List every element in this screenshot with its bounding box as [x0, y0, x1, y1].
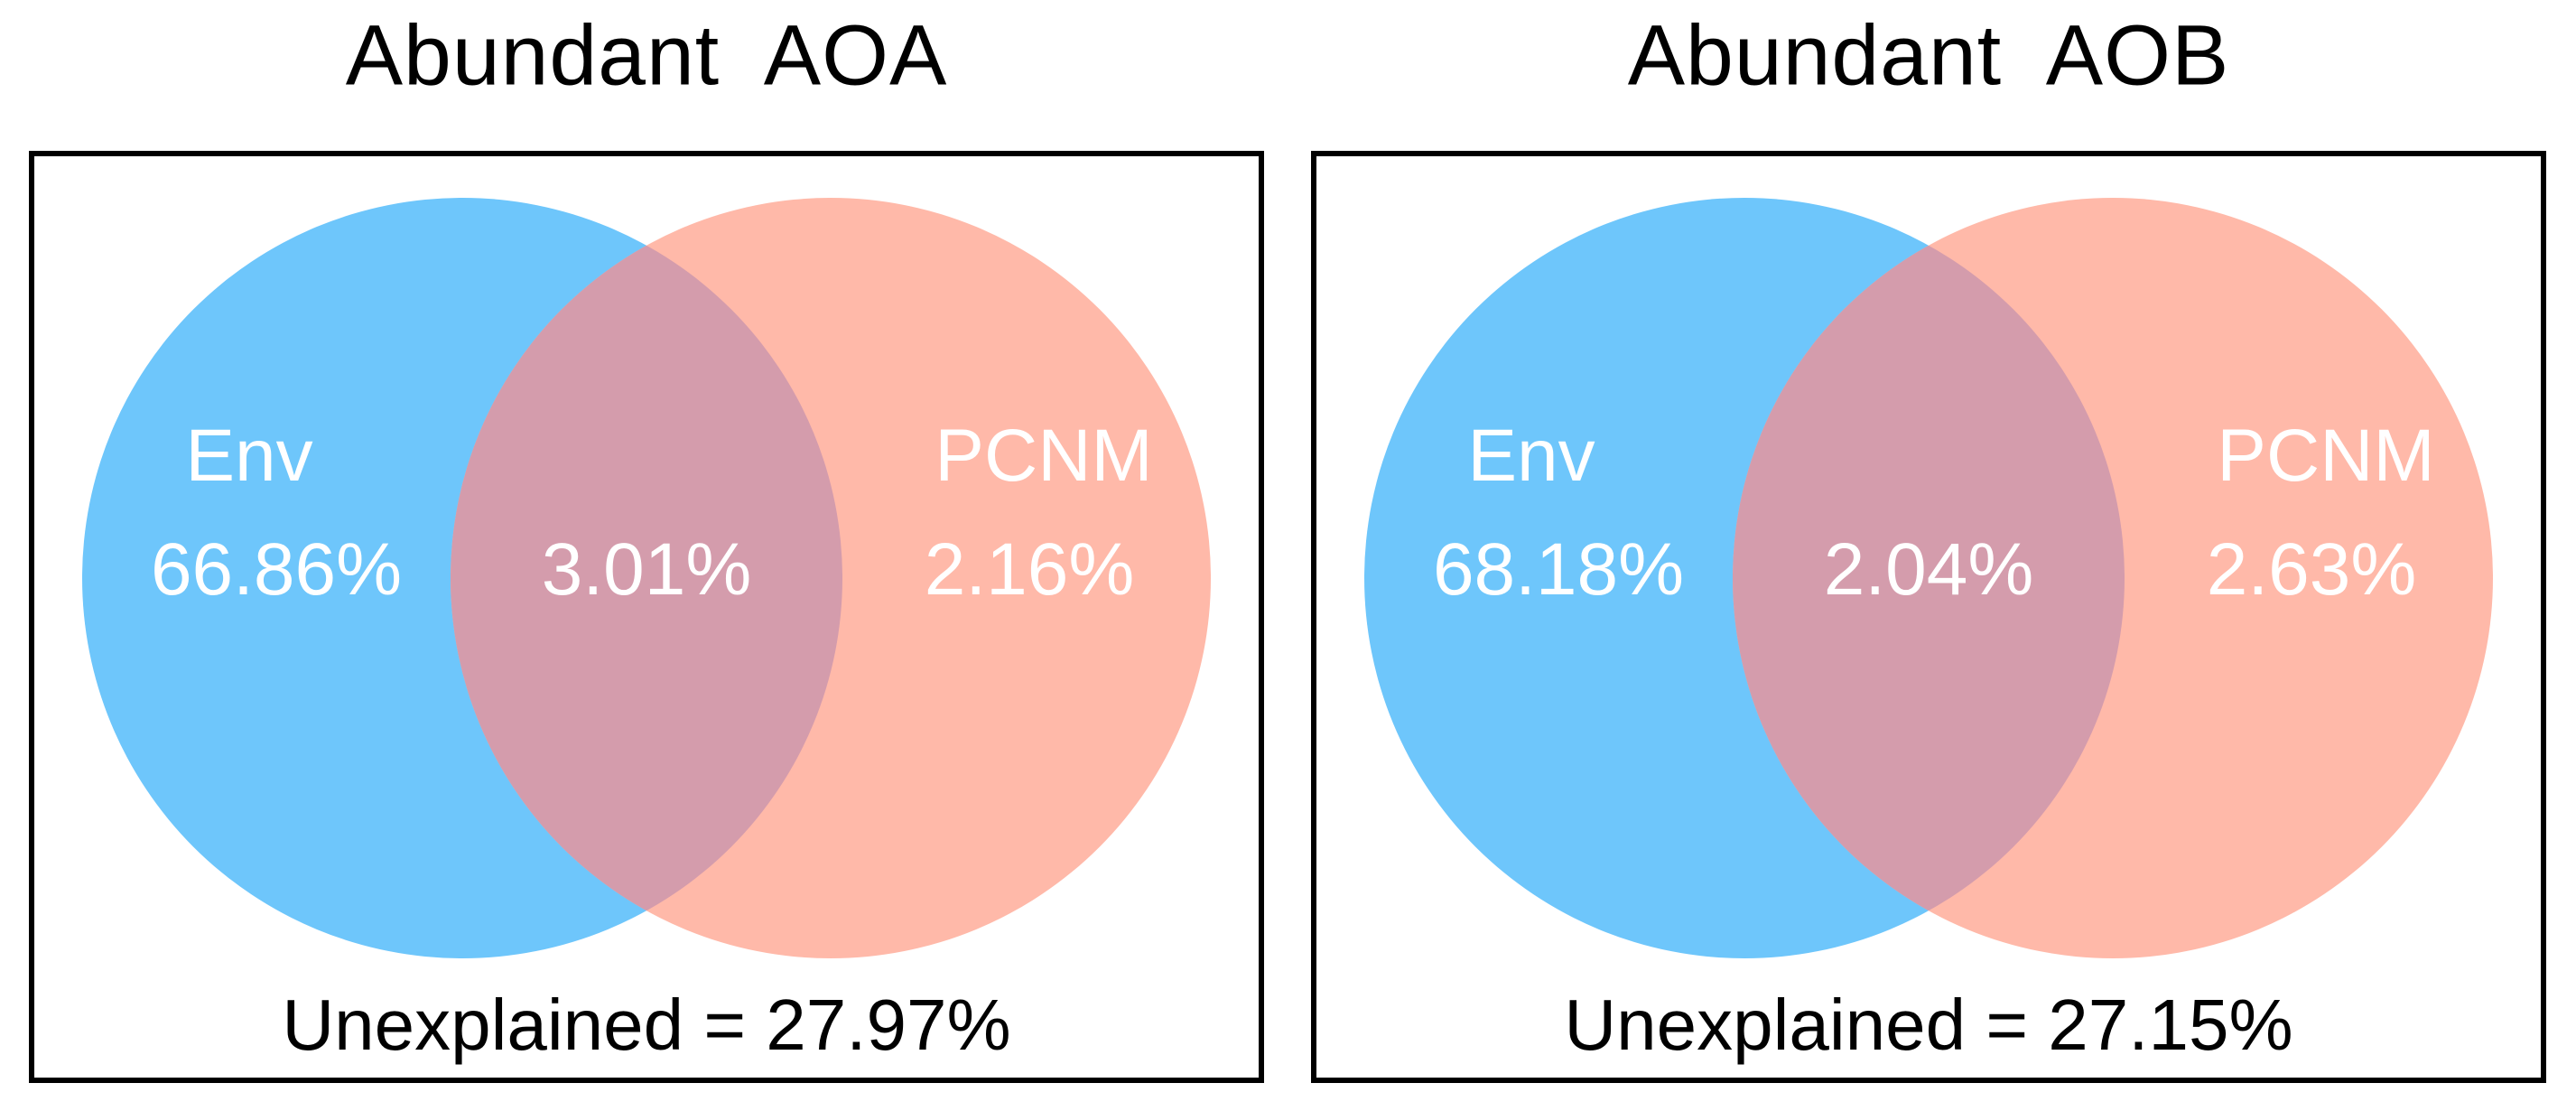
panel-title-aoa: Abundant AOA: [345, 7, 948, 104]
overlap-value: 3.01%: [541, 528, 752, 611]
venn-box-aoa: Env 66.86% 3.01% PCNM 2.16% Unexplained …: [29, 151, 1264, 1083]
venn-diagram-aoa: [82, 198, 1211, 958]
pcnm-label: PCNM: [2217, 415, 2435, 497]
venn-box-aob: Env 68.18% 2.04% PCNM 2.63% Unexplained …: [1311, 151, 2546, 1083]
pcnm-label: PCNM: [935, 415, 1153, 497]
env-label: Env: [1467, 415, 1595, 497]
pcnm-value: 2.16%: [924, 528, 1135, 611]
overlap-value: 2.04%: [1823, 528, 2034, 611]
env-value: 66.86%: [150, 528, 403, 611]
overlap-region: [1733, 198, 2125, 958]
pcnm-value: 2.63%: [2206, 528, 2417, 611]
venn-panel-abundant-aob: Abundant AOB Env 68.18% 2.04% PCNM 2.63%…: [1311, 0, 2546, 1111]
overlap-region: [451, 198, 842, 958]
unexplained-text: Unexplained = 27.15%: [1564, 985, 2293, 1065]
venn-diagram-aob: [1364, 198, 2493, 958]
env-value: 68.18%: [1432, 528, 1685, 611]
venn-panel-abundant-aoa: Abundant AOA Env 66.86% 3.01% PCNM 2.16%…: [29, 0, 1264, 1111]
panel-title-aob: Abundant AOB: [1627, 7, 2230, 104]
env-label: Env: [185, 415, 313, 497]
unexplained-text: Unexplained = 27.97%: [282, 985, 1011, 1065]
